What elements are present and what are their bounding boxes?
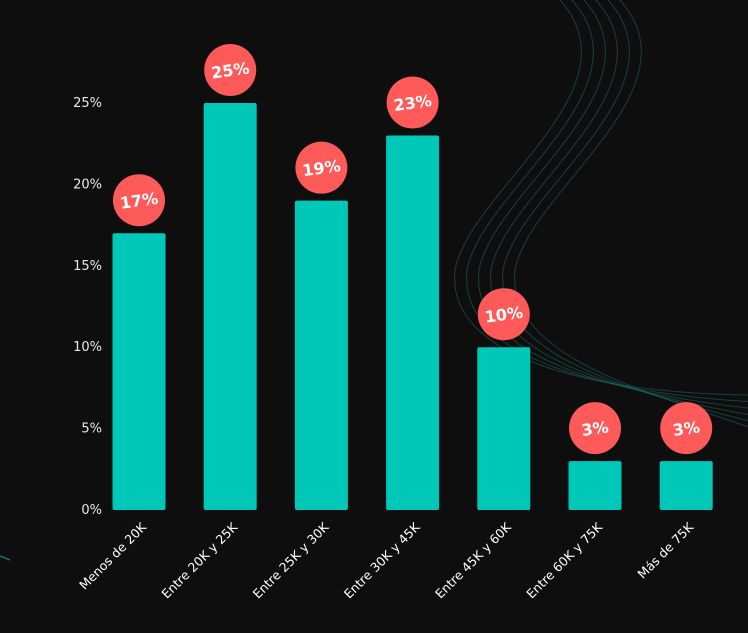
decorative-curve [0,555,11,561]
y-tick-label: 5% [81,422,102,437]
bar [203,103,257,510]
value-label: 10% [477,288,530,341]
x-tick-label: Menos de 20K [76,519,150,593]
decorative-curve [502,0,748,422]
decorative-curve [466,0,748,403]
bar [294,200,348,510]
value-label: 23% [386,76,439,129]
value-bubble [477,288,530,341]
y-tick-label: 25% [73,96,102,111]
x-tick-label: Entre 20K y 25K [158,519,240,601]
y-tick-label: 15% [73,259,102,274]
bar [568,461,622,510]
decorative-curve [514,0,748,428]
x-tick-label: Entre 30K y 45K [341,519,423,601]
x-tick-label: Entre 60K y 75K [523,519,605,601]
x-tick-label: Más de 75K [634,519,697,582]
value-text: 3% [580,417,610,440]
x-tick-label: Entre 25K y 30K [250,519,332,601]
value-bubble [386,76,439,129]
x-axis: Menos de 20K Entre 20K y 25K Entre 25K y 3… [76,519,697,601]
decorative-curves [0,0,748,561]
y-tick-label: 10% [73,340,102,355]
value-label: 17% [113,174,165,227]
bars-group: 17% 25% 19% 23% 10% 3% 3% [112,44,713,511]
value-label: 3% [569,402,621,455]
bar [112,233,166,511]
value-label: 19% [295,141,348,194]
value-bubble [113,174,165,227]
y-tick-label: 0% [81,503,102,518]
y-tick-label: 20% [73,177,102,192]
value-bubble [569,402,621,455]
value-label: 25% [204,44,257,96]
bar [386,135,440,510]
value-label: 3% [660,402,713,455]
value-bubble [204,44,257,96]
x-tick-label: Entre 45K y 60K [432,519,514,601]
value-bubble [295,141,348,194]
value-bubble [660,402,713,455]
bar [659,461,713,510]
y-axis: 0% 5% 10% 15% 20% 25% [73,96,102,518]
bar [477,347,531,510]
value-text: 3% [671,417,701,440]
